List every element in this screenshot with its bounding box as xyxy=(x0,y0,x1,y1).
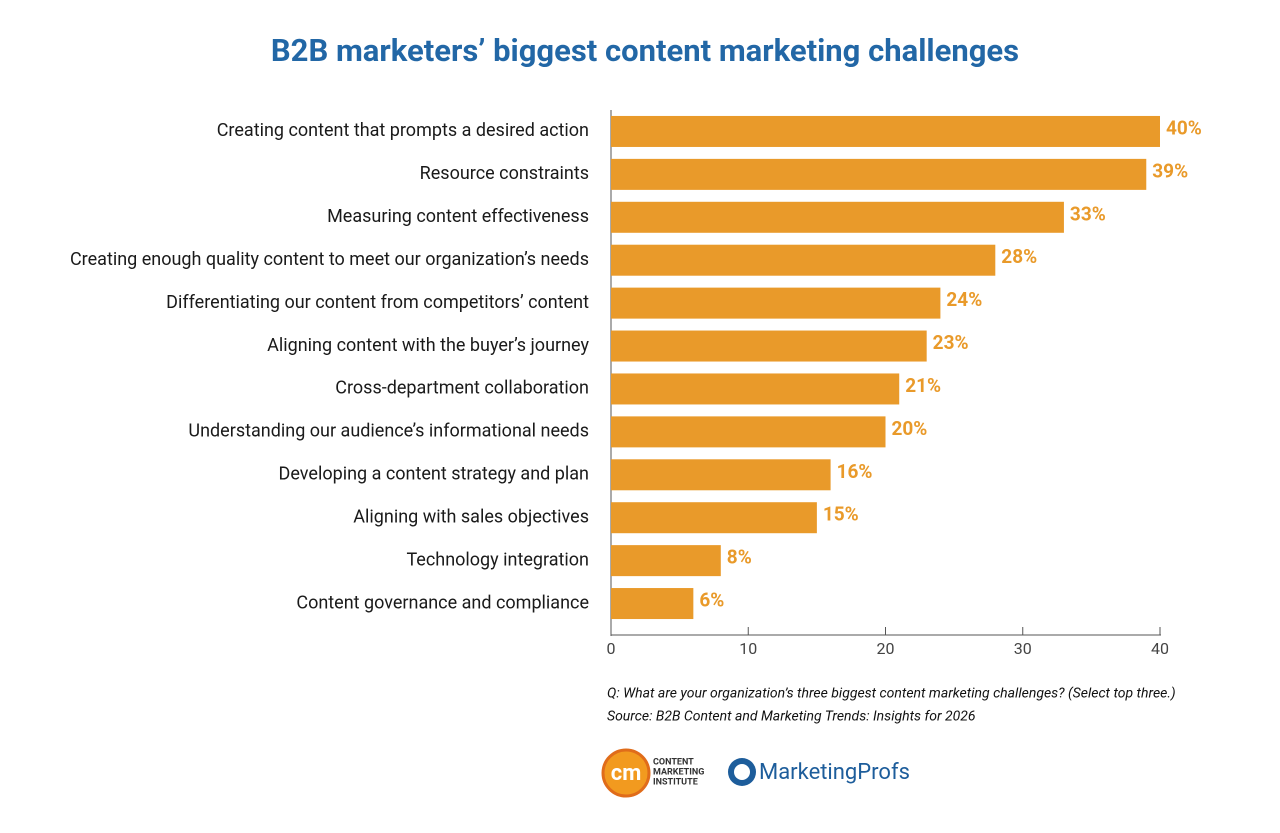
value-label: 15% xyxy=(823,503,859,526)
mprofs-logo-mark xyxy=(734,764,750,780)
category-label: Technology integration xyxy=(406,549,589,570)
value-label: 23% xyxy=(933,331,969,354)
bar xyxy=(611,502,817,534)
source-note: Source: B2B Content and Marketing Trends… xyxy=(607,709,976,725)
bar xyxy=(611,545,721,577)
cmi-logo-text: cm xyxy=(611,761,642,786)
bar xyxy=(611,244,996,276)
cmi-logo-line: INSTITUTE xyxy=(653,777,698,787)
x-tick-label: 30 xyxy=(1014,639,1032,658)
category-label: Understanding our audience’s information… xyxy=(188,421,589,442)
value-label: 16% xyxy=(837,460,873,483)
question-note: Q: What are your organization’s three bi… xyxy=(607,686,1176,702)
cmi-logo-line: CONTENT xyxy=(653,757,694,767)
bar xyxy=(611,330,927,362)
value-label: 8% xyxy=(727,546,752,569)
value-label: 21% xyxy=(905,374,941,397)
value-label: 28% xyxy=(1001,245,1037,268)
bar xyxy=(611,158,1147,190)
category-label: Developing a content strategy and plan xyxy=(279,464,589,485)
category-label: Aligning with sales objectives xyxy=(353,506,589,527)
bar xyxy=(611,588,694,620)
value-label: 40% xyxy=(1166,116,1202,139)
category-label: Aligning content with the buyer’s journe… xyxy=(267,335,589,356)
value-label: 20% xyxy=(892,417,928,440)
x-tick-label: 0 xyxy=(607,639,616,658)
bar xyxy=(611,416,886,448)
x-tick-label: 10 xyxy=(739,639,757,658)
category-label: Cross-department collaboration xyxy=(335,378,589,399)
category-label: Creating enough quality content to meet … xyxy=(70,249,589,270)
chart-title: B2B marketers’ biggest content marketing… xyxy=(271,32,1019,69)
bar xyxy=(611,201,1064,233)
value-label: 6% xyxy=(699,589,724,612)
category-label: Resource constraints xyxy=(420,163,589,184)
cmi-logo-mark xyxy=(601,748,651,798)
x-tick-label: 40 xyxy=(1151,639,1169,658)
category-label: Measuring content effectiveness xyxy=(327,206,589,227)
bar xyxy=(611,115,1160,147)
category-label: Creating content that prompts a desired … xyxy=(217,120,589,141)
value-label: 24% xyxy=(946,288,982,311)
value-label: 39% xyxy=(1152,159,1188,182)
x-tick-label: 20 xyxy=(877,639,895,658)
category-label: Content governance and compliance xyxy=(296,592,589,613)
category-label: Differentiating our content from competi… xyxy=(166,292,589,313)
value-label: 33% xyxy=(1070,202,1106,225)
mprofs-logo-text: MarketingProfs xyxy=(759,760,910,785)
cmi-logo-line: MARKETING xyxy=(653,767,704,777)
bar xyxy=(611,373,900,405)
bar xyxy=(611,459,831,491)
bar xyxy=(611,287,941,319)
